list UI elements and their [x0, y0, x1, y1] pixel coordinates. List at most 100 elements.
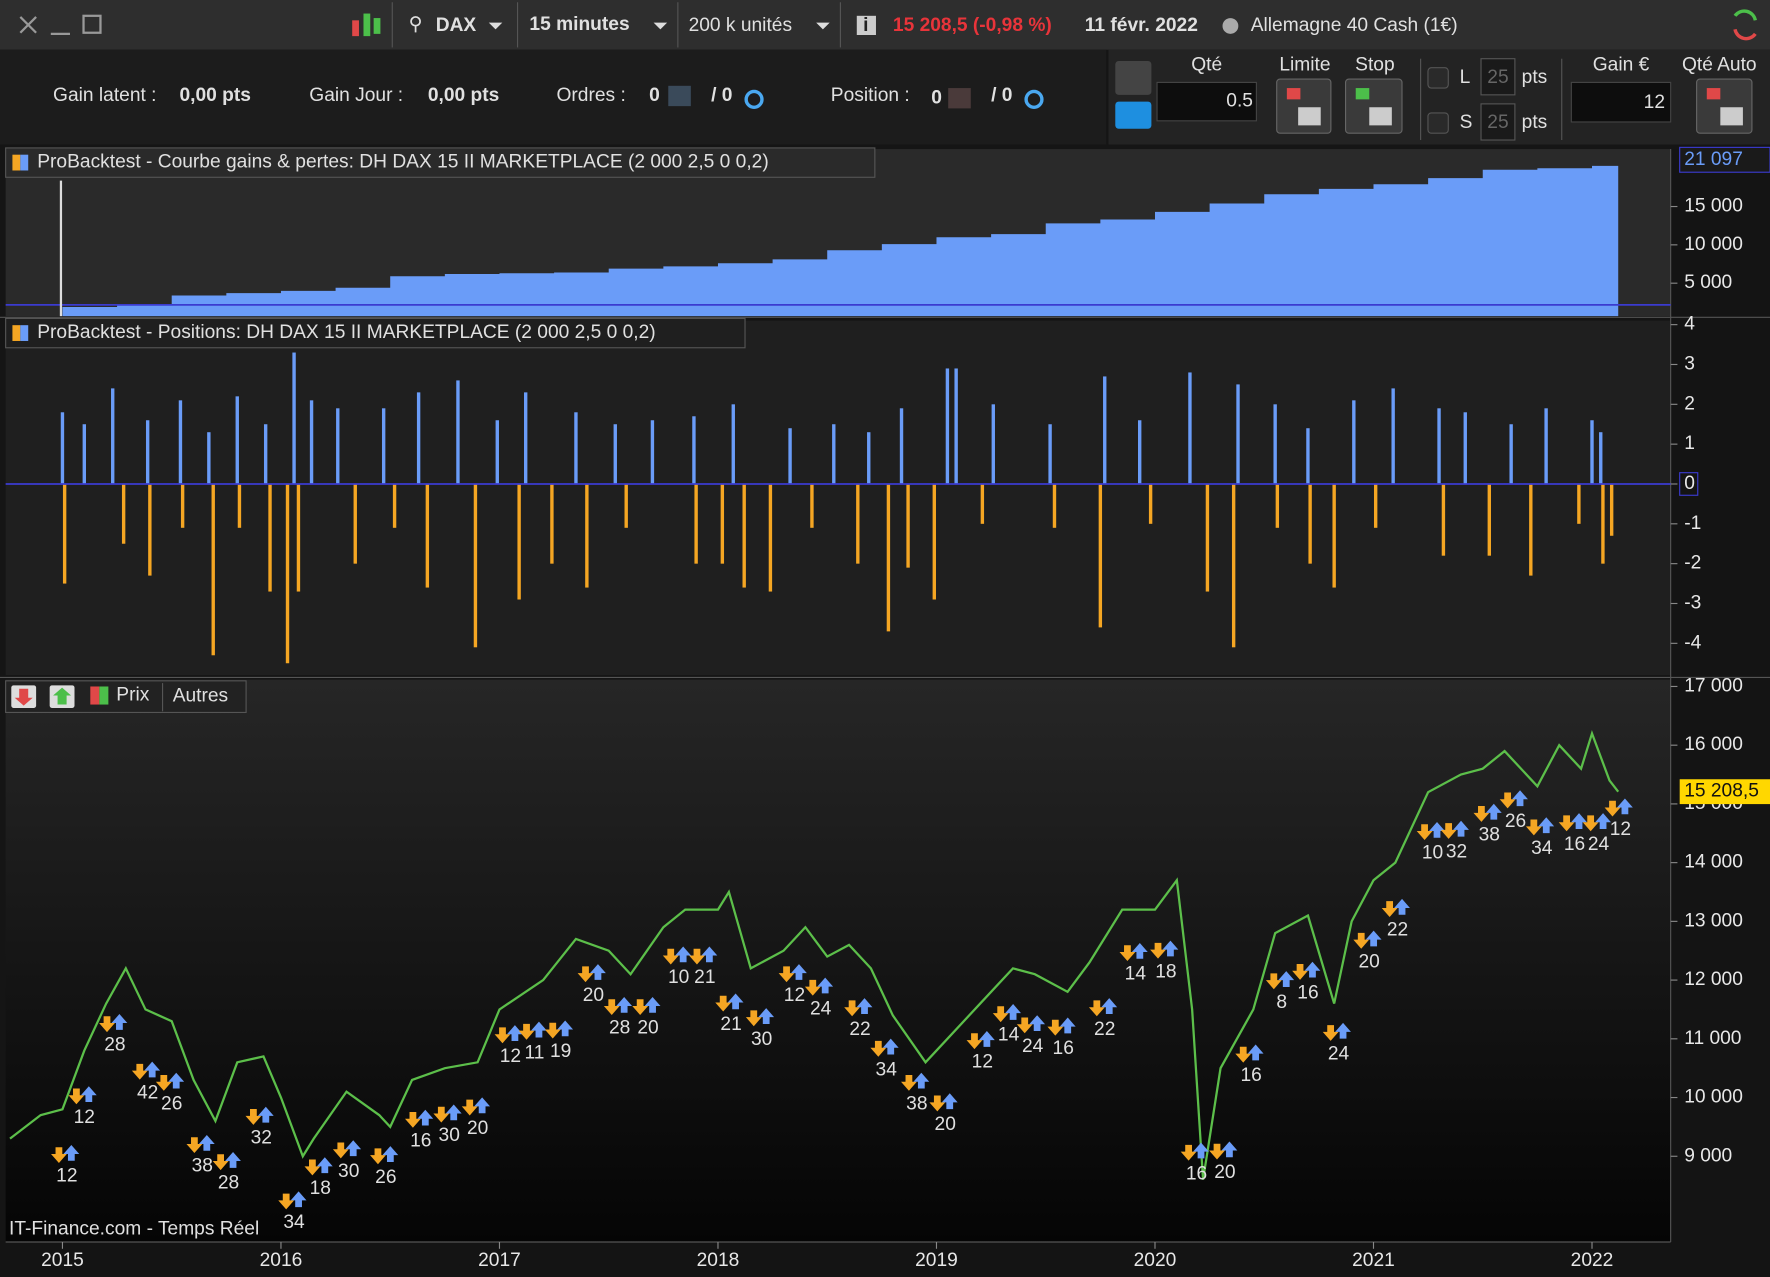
trade-label: 30	[751, 1029, 772, 1050]
sync-icon[interactable]	[1733, 9, 1757, 41]
position-bar	[1205, 483, 1210, 592]
exit-arrow	[844, 1000, 861, 1017]
exit-arrow	[901, 1074, 917, 1091]
close-button[interactable]	[19, 16, 37, 34]
trade-marker	[745, 1008, 775, 1027]
maximize-button[interactable]	[82, 14, 102, 34]
trade-marker	[662, 946, 692, 965]
position-bar	[211, 483, 215, 656]
trade-label: 42	[137, 1082, 158, 1103]
x-tick-label: 2015	[41, 1250, 84, 1271]
entry-arrow	[1335, 1022, 1351, 1039]
long-checkbox[interactable]	[1427, 67, 1449, 89]
position-bar	[1577, 483, 1581, 524]
entry-arrow	[445, 1104, 462, 1121]
auto-qty-icon	[1720, 107, 1743, 126]
instrument[interactable]: DAX	[436, 15, 477, 36]
exit-arrow	[804, 979, 821, 996]
entry-arrow	[1365, 930, 1382, 947]
entry-arrow	[1304, 961, 1321, 978]
trade-marker	[901, 1072, 930, 1091]
entry-arrow	[225, 1152, 241, 1168]
info-icon[interactable]	[856, 15, 876, 36]
gear-icon[interactable]	[1024, 89, 1044, 109]
dropdown-arrow[interactable]	[816, 22, 830, 30]
exit-arrow	[603, 999, 620, 1016]
entry-arrow	[758, 1008, 775, 1024]
info-icon-glyph: i	[863, 15, 868, 36]
exit-arrow	[278, 1193, 295, 1210]
qty-input[interactable]	[1156, 81, 1257, 122]
exit-arrow	[304, 1159, 321, 1176]
gain-input[interactable]	[1570, 81, 1672, 123]
units[interactable]: 200 k unités	[689, 15, 792, 36]
entry-arrow	[382, 1146, 399, 1162]
entry-arrow	[882, 1038, 899, 1055]
entry-arrow	[913, 1072, 930, 1089]
position-bar	[111, 388, 115, 484]
entry-arrow	[1221, 1141, 1238, 1158]
trade-marker	[1265, 971, 1295, 990]
x-tick-label: 2022	[1571, 1250, 1614, 1271]
position-value: 0	[931, 87, 942, 108]
indicator-icon[interactable]: ⚲	[409, 14, 423, 35]
separator	[517, 2, 519, 48]
settings-button[interactable]	[1115, 60, 1152, 95]
stop-icon	[1369, 107, 1392, 126]
trade-marker	[186, 1134, 215, 1154]
positions-panel	[5, 320, 1671, 676]
trade-marker	[778, 964, 807, 983]
trade-label: 32	[1446, 841, 1467, 862]
y-tick-label: 11 000	[1684, 1028, 1741, 1049]
timeframe[interactable]: 15 minutes	[529, 14, 629, 35]
position-bar	[832, 424, 836, 484]
position-bar	[62, 483, 67, 584]
short-checkbox[interactable]	[1427, 112, 1449, 134]
trade-label: 16	[1186, 1163, 1207, 1184]
candle-icon[interactable]	[352, 13, 381, 37]
position-bar	[1231, 483, 1236, 648]
dropdown-arrow[interactable]	[488, 22, 503, 30]
limit-icon	[1298, 107, 1321, 126]
exit-arrow	[1440, 823, 1457, 839]
trade-marker	[1016, 1015, 1046, 1034]
position-label: Position :	[831, 85, 910, 106]
legend-box	[5, 147, 876, 178]
position-bar	[1373, 483, 1378, 528]
limit-icon	[1286, 88, 1301, 100]
trade-label: 26	[1505, 811, 1526, 832]
dropdown-arrow[interactable]	[653, 22, 668, 30]
y-tick-label: 13 000	[1684, 910, 1743, 931]
entry-arrow	[1538, 817, 1555, 834]
trade-label: 16	[1297, 982, 1318, 1003]
position-bar	[694, 483, 698, 564]
trade-marker	[1604, 798, 1633, 817]
trade-marker	[804, 977, 834, 996]
tab-other[interactable]: Autres	[173, 686, 228, 707]
unit: pts	[1522, 112, 1548, 133]
entry-arrow	[1278, 971, 1295, 987]
position-bar	[381, 408, 386, 484]
gear-icon[interactable]	[744, 89, 764, 109]
close-position-icon[interactable]	[948, 88, 971, 109]
exit-arrow	[1499, 792, 1516, 809]
trade-marker	[405, 1109, 434, 1128]
entry-arrow	[1059, 1017, 1076, 1034]
current-value-box	[1679, 779, 1770, 805]
trade-marker	[689, 946, 718, 965]
keyboard-button[interactable]	[1115, 101, 1152, 129]
trade-label: 12	[972, 1052, 993, 1073]
position-bar	[121, 483, 126, 544]
trade-marker	[1209, 1141, 1238, 1160]
short-pts-input[interactable]	[1480, 103, 1516, 141]
long-pts-input[interactable]	[1480, 58, 1516, 96]
trade-label: 26	[375, 1167, 396, 1188]
entry-arrow	[144, 1061, 161, 1078]
tab-price[interactable]: Prix	[116, 685, 149, 706]
trade-label: 38	[192, 1156, 213, 1177]
position-bar	[1391, 388, 1395, 484]
cancel-orders-icon[interactable]	[668, 85, 691, 107]
exit-arrow	[1473, 806, 1490, 822]
trade-label: 18	[310, 1178, 331, 1199]
exit-arrow	[778, 966, 795, 983]
